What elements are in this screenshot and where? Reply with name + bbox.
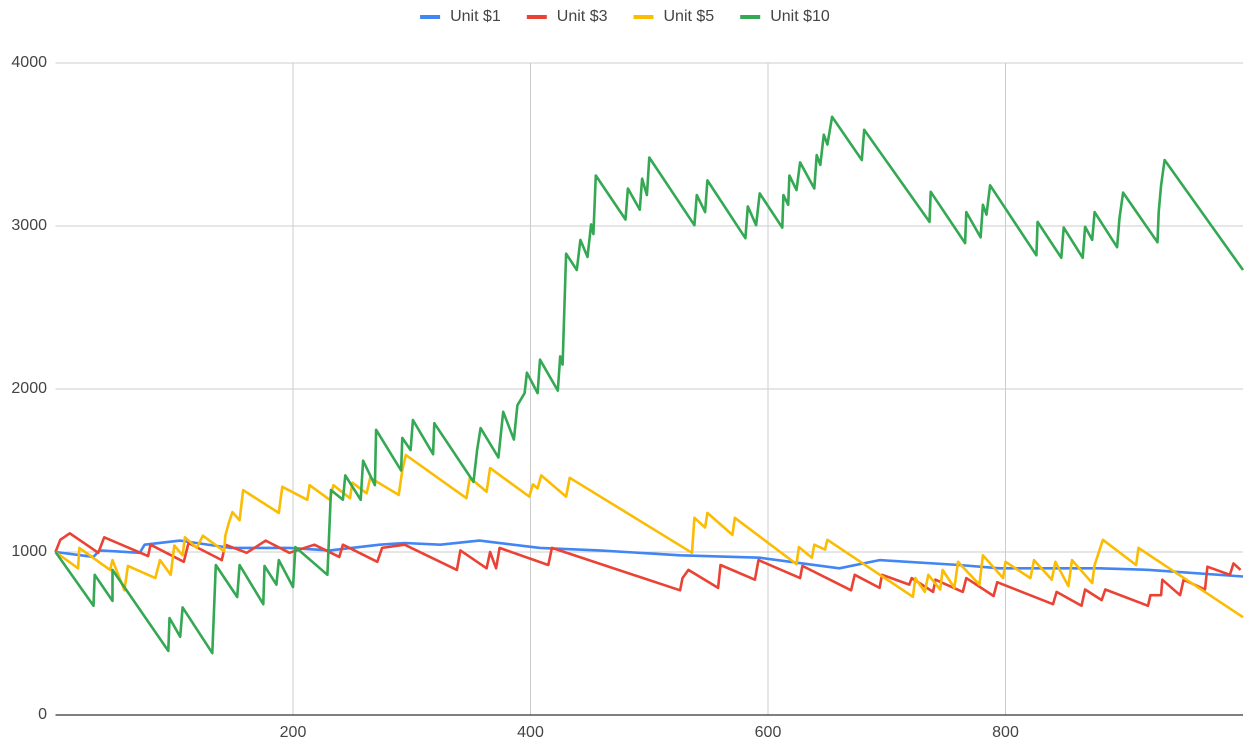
x-tick-label: 800 — [992, 724, 1019, 741]
legend-item: Unit $1 — [420, 8, 501, 25]
legend-label: Unit $3 — [557, 8, 608, 25]
x-tick-label: 600 — [755, 724, 782, 741]
legend: Unit $1 Unit $3 Unit $5 Unit $10 — [420, 8, 830, 25]
y-tick-label: 2000 — [11, 380, 47, 397]
series-line — [54, 115, 1245, 655]
legend-item: Unit $10 — [740, 8, 830, 25]
y-tick-label: 3000 — [11, 217, 47, 234]
y-tick-label: 0 — [38, 706, 47, 723]
legend-label: Unit $10 — [770, 8, 830, 25]
legend-label: Unit $5 — [664, 8, 715, 25]
y-tick-label: 4000 — [11, 54, 47, 71]
series-line — [54, 532, 1242, 608]
series-line — [55, 539, 1244, 578]
legend-item: Unit $3 — [526, 8, 608, 25]
x-tick-label: 200 — [280, 724, 307, 741]
y-tick-label: 1000 — [11, 543, 47, 560]
legend-label: Unit $1 — [450, 8, 501, 25]
series-line — [54, 453, 1244, 619]
x-tick-label: 400 — [517, 724, 544, 741]
legend-item: Unit $5 — [633, 8, 715, 25]
